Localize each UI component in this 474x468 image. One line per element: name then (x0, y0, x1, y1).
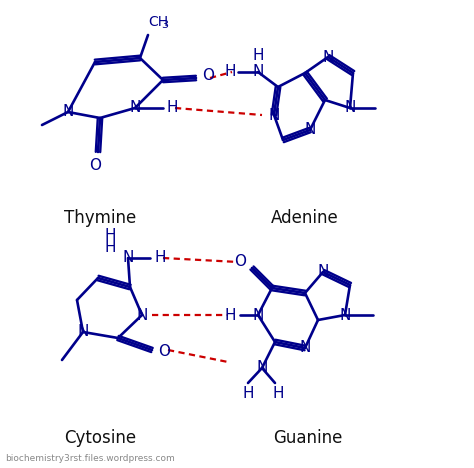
Text: Adenine: Adenine (271, 209, 339, 227)
Text: N: N (77, 324, 89, 339)
Text: N: N (137, 307, 148, 322)
Text: Thymine: Thymine (64, 209, 136, 227)
Text: Guanine: Guanine (273, 429, 343, 447)
Text: biochemistry3rst.files.wordpress.com: biochemistry3rst.files.wordpress.com (5, 454, 175, 463)
Text: H: H (242, 386, 254, 401)
Text: N: N (304, 123, 316, 138)
Text: N: N (129, 101, 141, 116)
Text: N: N (322, 50, 334, 65)
Text: O: O (158, 344, 170, 359)
Text: N: N (252, 65, 264, 80)
Text: H: H (166, 101, 178, 116)
Text: N: N (339, 307, 351, 322)
Text: H: H (154, 250, 166, 265)
Text: N: N (62, 104, 73, 119)
Text: O: O (202, 67, 214, 82)
Text: N: N (268, 108, 280, 123)
Text: O: O (234, 255, 246, 270)
Text: 3: 3 (161, 20, 168, 30)
Text: O: O (89, 158, 101, 173)
Text: H: H (104, 241, 116, 256)
Text: H: H (104, 227, 116, 242)
Text: N: N (299, 341, 310, 356)
Text: CH: CH (148, 15, 168, 29)
Text: N: N (122, 250, 134, 265)
Text: Cytosine: Cytosine (64, 429, 136, 447)
Text: N: N (252, 307, 264, 322)
Text: N: N (317, 264, 328, 279)
Text: H: H (224, 307, 236, 322)
Text: N: N (256, 360, 268, 375)
Text: H: H (272, 386, 284, 401)
Text: N: N (344, 101, 356, 116)
Text: H: H (224, 65, 236, 80)
Text: H: H (252, 47, 264, 63)
